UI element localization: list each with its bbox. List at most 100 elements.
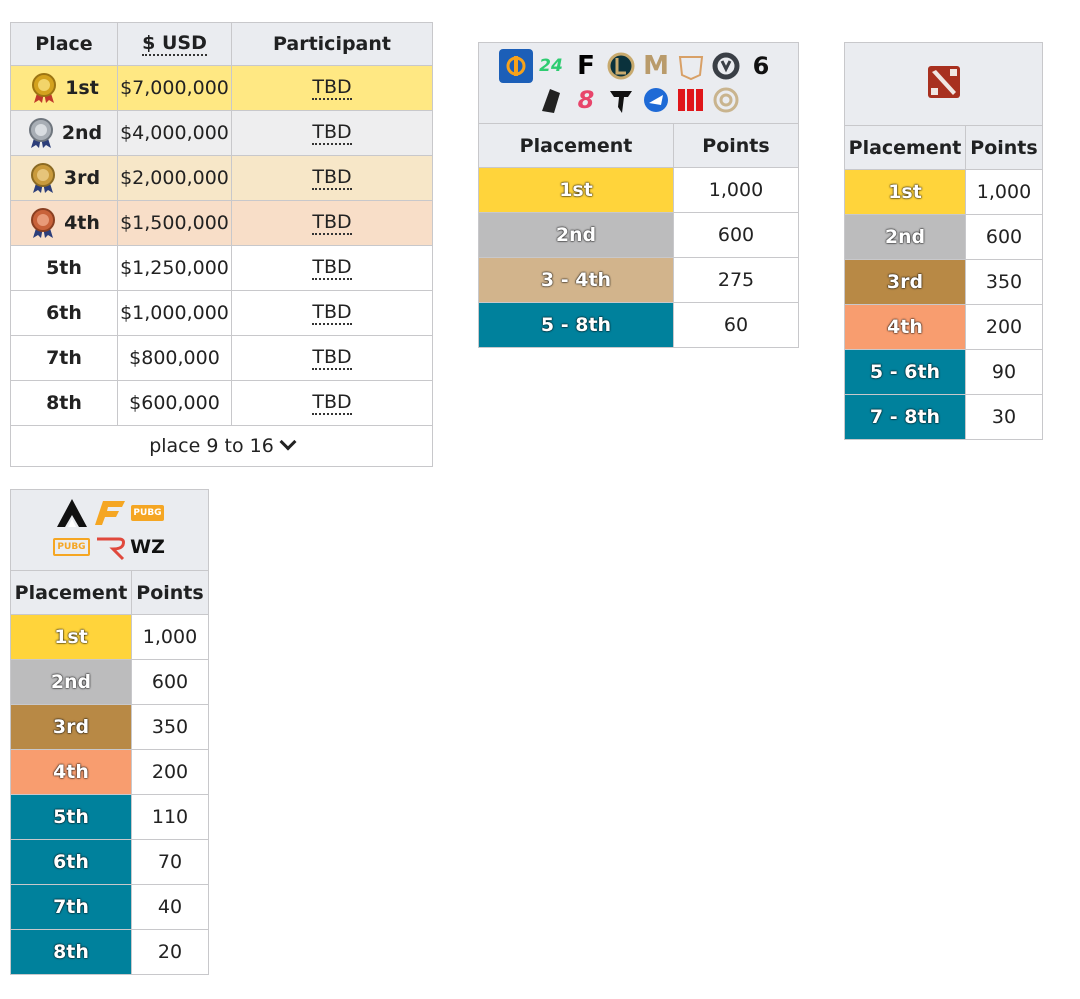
points-cell: 1,000 (673, 167, 799, 213)
points-table-dota: Placement Points 1st 1,000 2nd 600 3rd 350 … (844, 42, 1043, 440)
points-header: Points (131, 570, 209, 615)
rocket-league-icon (639, 83, 673, 117)
place-cell: 8th (10, 380, 118, 426)
points-header-row: Placement Points (478, 123, 799, 168)
bronze-medal-icon (30, 163, 55, 193)
place-label: 1st (65, 77, 99, 99)
participant-link[interactable]: TBD (312, 391, 352, 415)
participant-link[interactable]: TBD (312, 121, 352, 145)
place-cell: 5th (10, 245, 118, 291)
table-row: 5th $1,250,000 TBD (10, 245, 433, 291)
table-row: 3 - 4th 275 (478, 257, 799, 303)
participant-link[interactable]: TBD (312, 256, 352, 280)
placement-cell: 2nd (844, 214, 966, 260)
table-row: 6th 70 (10, 839, 209, 885)
table-row: 1st $7,000,000 TBD (10, 65, 433, 111)
apex-legends-icon (56, 499, 87, 527)
place-cell: 6th (10, 290, 118, 336)
participant-cell: TBD (231, 155, 433, 201)
call-of-duty-icon (674, 83, 708, 117)
participant-link[interactable]: TBD (312, 211, 352, 235)
prize-header-row: Place $ USD Participant (10, 22, 433, 66)
table-row: 8th $600,000 TBD (10, 380, 433, 426)
counter-strike-icon (499, 49, 533, 83)
placement-cell: 1st (478, 167, 674, 213)
placement-cell: 3rd (844, 259, 966, 305)
prize-cell: $1,250,000 (117, 245, 232, 291)
place-cell: 7th (10, 335, 118, 381)
table-row: 3rd $2,000,000 TBD (10, 155, 433, 201)
placement-cell: 5 - 6th (844, 349, 966, 395)
expand-row[interactable]: place 9 to 16 (10, 425, 433, 467)
street-fighter-icon (534, 83, 568, 117)
points-cell: 350 (965, 259, 1043, 305)
placement-cell: 2nd (10, 659, 132, 705)
points-header: Points (673, 123, 799, 168)
place-cell: 1st (10, 65, 118, 111)
overwatch-icon (709, 49, 743, 83)
placement-header: Placement (844, 125, 966, 170)
expand-label: place 9 to 16 (149, 435, 274, 457)
game-logos-cell: PUBG PUBG WZ (10, 489, 209, 571)
table-row: 1st 1,000 (10, 614, 209, 660)
usd-header: $ USD (117, 22, 232, 66)
placement-cell: 5 - 8th (478, 302, 674, 348)
points-table-battle-royale: PUBG PUBG WZ Placement Points 1st 1,000 2… (10, 489, 209, 975)
rematch-icon (96, 537, 125, 561)
table-row: 7 - 8th 30 (844, 394, 1043, 440)
table-row: 5th 110 (10, 794, 209, 840)
points-cell: 600 (131, 659, 209, 705)
placement-cell: 1st (10, 614, 132, 660)
place-label: 3rd (63, 167, 101, 189)
placement-cell: 3rd (10, 704, 132, 750)
mobile-legends-icon: M (643, 51, 669, 81)
points-cell: 600 (673, 212, 799, 258)
table-row: 7th $800,000 TBD (10, 335, 433, 381)
warzone-icon: WZ (130, 536, 165, 558)
placement-cell: 7 - 8th (844, 394, 966, 440)
participant-link[interactable]: TBD (312, 166, 352, 190)
copper-medal-icon (31, 208, 56, 238)
place-cell: 4th (10, 200, 118, 246)
participant-cell: TBD (231, 335, 433, 381)
dota-2-icon (927, 65, 960, 98)
participant-link[interactable]: TBD (312, 76, 352, 100)
participant-cell: TBD (231, 245, 433, 291)
participant-cell: TBD (231, 110, 433, 156)
pubg-icon: PUBG (131, 497, 165, 529)
points-cell: 1,000 (965, 169, 1043, 215)
placement-cell: 6th (10, 839, 132, 885)
honor-of-kings-icon (674, 49, 708, 83)
prize-cell: $800,000 (117, 335, 232, 381)
tekken-8-icon: 8 (577, 86, 595, 114)
points-cell: 30 (965, 394, 1043, 440)
points-cell: 20 (131, 929, 209, 975)
expand-places-toggle[interactable]: place 9 to 16 (10, 425, 433, 467)
participant-cell: TBD (231, 65, 433, 111)
points-cell: 40 (131, 884, 209, 930)
table-row: 4th 200 (844, 304, 1043, 350)
placement-header: Placement (10, 570, 132, 615)
table-row: 4th $1,500,000 TBD (10, 200, 433, 246)
placement-cell: 1st (844, 169, 966, 215)
points-header: Points (965, 125, 1043, 170)
prize-cell: $7,000,000 (117, 65, 232, 111)
points-header-row: Placement Points (10, 570, 209, 615)
points-cell: 1,000 (131, 614, 209, 660)
table-row: 6th $1,000,000 TBD (10, 290, 433, 336)
game-logos-cell: 24 F M 6 8 (478, 42, 799, 124)
table-row: 3rd 350 (844, 259, 1043, 305)
participant-link[interactable]: TBD (312, 301, 352, 325)
prize-cell: $1,500,000 (117, 200, 232, 246)
participant-link[interactable]: TBD (312, 346, 352, 370)
table-row: 2nd 600 (478, 212, 799, 258)
participant-cell: TBD (231, 200, 433, 246)
table-row: 8th 20 (10, 929, 209, 975)
participant-header: Participant (231, 22, 433, 66)
table-row: 7th 40 (10, 884, 209, 930)
usd-header-label[interactable]: $ USD (142, 32, 207, 56)
points-cell: 200 (965, 304, 1043, 350)
prize-cell: $2,000,000 (117, 155, 232, 201)
table-row: 2nd 600 (10, 659, 209, 705)
placement-cell: 2nd (478, 212, 674, 258)
